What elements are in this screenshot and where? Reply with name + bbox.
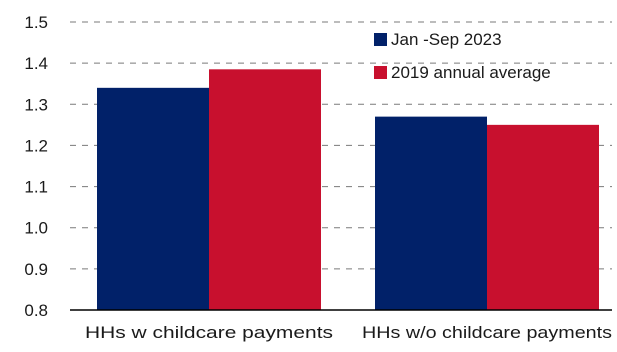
x-category-label: HHs w childcare payments: [85, 323, 333, 342]
y-tick-label: 1.3: [24, 95, 48, 114]
legend-swatch-jan-sep-2023: [374, 33, 387, 46]
y-tick-label: 0.9: [24, 260, 48, 279]
y-tick-label: 0.8: [24, 301, 48, 320]
y-tick-label: 1.4: [24, 54, 48, 73]
y-tick-label: 1.2: [24, 136, 48, 155]
legend-label-jan-sep-2023: Jan -Sep 2023: [391, 30, 502, 49]
x-category-label: HHs w/o childcare payments: [362, 323, 612, 342]
legend: Jan -Sep 2023 2019 annual average: [374, 30, 551, 82]
y-tick-label: 1.1: [24, 178, 48, 197]
y-axis-ticks: 0.8 0.9 1.0 1.1 1.2 1.3 1.4 1.5: [24, 13, 48, 320]
bar-2019-annual-average-without-childcare: [487, 124, 599, 310]
x-axis-categories: HHs w childcare payments HHs w/o childcar…: [85, 323, 612, 342]
bar-jan-sep-2023-without-childcare: [375, 116, 487, 310]
bar-2019-annual-average-with-childcare: [209, 69, 321, 310]
y-tick-label: 1.5: [24, 13, 48, 32]
bar-jan-sep-2023-with-childcare: [97, 87, 209, 310]
bars: [97, 69, 599, 310]
y-tick-label: 1.0: [24, 219, 48, 238]
legend-label-2019-annual-average: 2019 annual average: [391, 63, 551, 82]
legend-swatch-2019-annual-average: [374, 66, 387, 79]
